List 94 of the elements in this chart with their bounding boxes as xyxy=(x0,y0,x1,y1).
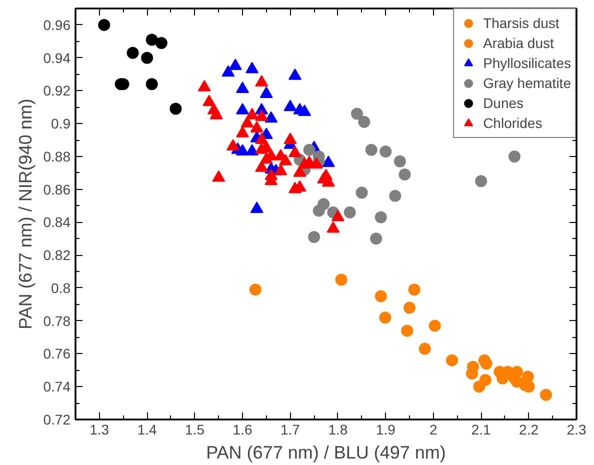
y-tick-label: 0.92 xyxy=(43,82,71,99)
x-tick-label: 1.4 xyxy=(137,422,158,438)
y-axis-title: PAN (677 nm) / NIR(940 nm) xyxy=(15,98,36,330)
point xyxy=(246,108,259,120)
x-tick-label: 1.7 xyxy=(280,422,300,438)
point xyxy=(446,354,458,366)
point xyxy=(284,100,297,112)
x-tick-label: 2.2 xyxy=(519,422,539,438)
point xyxy=(480,358,492,370)
point xyxy=(374,290,387,302)
point xyxy=(522,380,535,393)
point xyxy=(236,144,249,156)
point xyxy=(540,388,552,401)
legend-label: Phyllosilicates xyxy=(483,55,571,71)
y-tick-label: 0.88 xyxy=(43,148,71,164)
y-tick-label: 0.78 xyxy=(43,312,71,329)
y-tick-label: 0.94 xyxy=(43,50,71,66)
point xyxy=(379,312,392,324)
legend-label: Arabia dust xyxy=(483,35,554,51)
point xyxy=(389,190,402,202)
point xyxy=(255,75,268,86)
x-tick-label: 1.6 xyxy=(232,422,252,438)
point xyxy=(308,231,320,244)
point xyxy=(249,284,262,296)
point xyxy=(260,86,273,98)
point xyxy=(322,156,335,167)
point xyxy=(198,80,211,92)
point xyxy=(222,65,235,77)
point xyxy=(358,116,370,128)
point xyxy=(473,380,486,393)
point xyxy=(255,142,268,154)
point xyxy=(298,104,312,116)
point xyxy=(236,103,249,114)
point xyxy=(278,154,292,166)
point xyxy=(293,165,306,177)
point xyxy=(255,110,268,121)
point xyxy=(250,121,264,132)
y-tick-label: 0.82 xyxy=(43,247,71,264)
x-tick-label: 2.1 xyxy=(471,422,492,438)
y-tick-label: 0.76 xyxy=(43,346,71,362)
point xyxy=(331,210,344,222)
x-tick-label: 1.3 xyxy=(90,422,110,438)
point xyxy=(264,111,278,123)
point xyxy=(284,132,297,144)
point xyxy=(246,62,259,74)
point xyxy=(312,204,325,217)
point xyxy=(394,155,406,168)
x-tick-label: 1.8 xyxy=(328,422,348,438)
point xyxy=(288,146,302,158)
point xyxy=(428,320,441,332)
legend-label: Gray hematite xyxy=(483,75,571,91)
point xyxy=(236,82,249,94)
point xyxy=(250,202,264,214)
y-tick-label: 0.74 xyxy=(43,378,71,395)
point xyxy=(288,68,302,80)
point xyxy=(240,116,254,128)
point xyxy=(274,164,288,176)
point xyxy=(212,170,226,182)
point xyxy=(418,342,431,355)
point xyxy=(228,58,242,70)
point xyxy=(226,139,240,151)
legend-label: Chlorides xyxy=(483,115,542,131)
legend-label: Tharsis dust xyxy=(483,15,560,31)
y-tick-label: 0.84 xyxy=(43,214,71,230)
point xyxy=(398,168,411,181)
x-tick-label: 2.3 xyxy=(566,422,586,438)
y-tick-label: 0.9 xyxy=(51,116,71,132)
point xyxy=(401,324,414,337)
point xyxy=(303,144,316,156)
point xyxy=(236,126,249,138)
point xyxy=(356,186,368,199)
point xyxy=(335,274,348,286)
point xyxy=(344,206,356,218)
point xyxy=(326,221,340,233)
x-tick-label: 2 xyxy=(429,422,438,438)
x-tick-label: 1.9 xyxy=(376,422,396,438)
point xyxy=(508,150,520,162)
point xyxy=(475,175,488,188)
point xyxy=(374,211,387,224)
y-tick-label: 0.72 xyxy=(43,412,71,428)
point xyxy=(255,160,268,172)
point xyxy=(408,284,420,296)
y-tick-label: 0.96 xyxy=(43,16,71,33)
point xyxy=(246,144,259,156)
x-tick-label: 1.5 xyxy=(185,422,205,438)
x-axis-title: PAN (677 nm) / BLU (497 nm) xyxy=(206,442,446,462)
point xyxy=(365,144,378,156)
point xyxy=(404,302,416,314)
point xyxy=(310,157,323,169)
point xyxy=(202,94,216,106)
y-tick-label: 0.8 xyxy=(51,280,71,296)
point xyxy=(370,232,382,245)
legend-label: Dunes xyxy=(483,95,524,111)
y-tick-label: 0.86 xyxy=(43,181,71,198)
